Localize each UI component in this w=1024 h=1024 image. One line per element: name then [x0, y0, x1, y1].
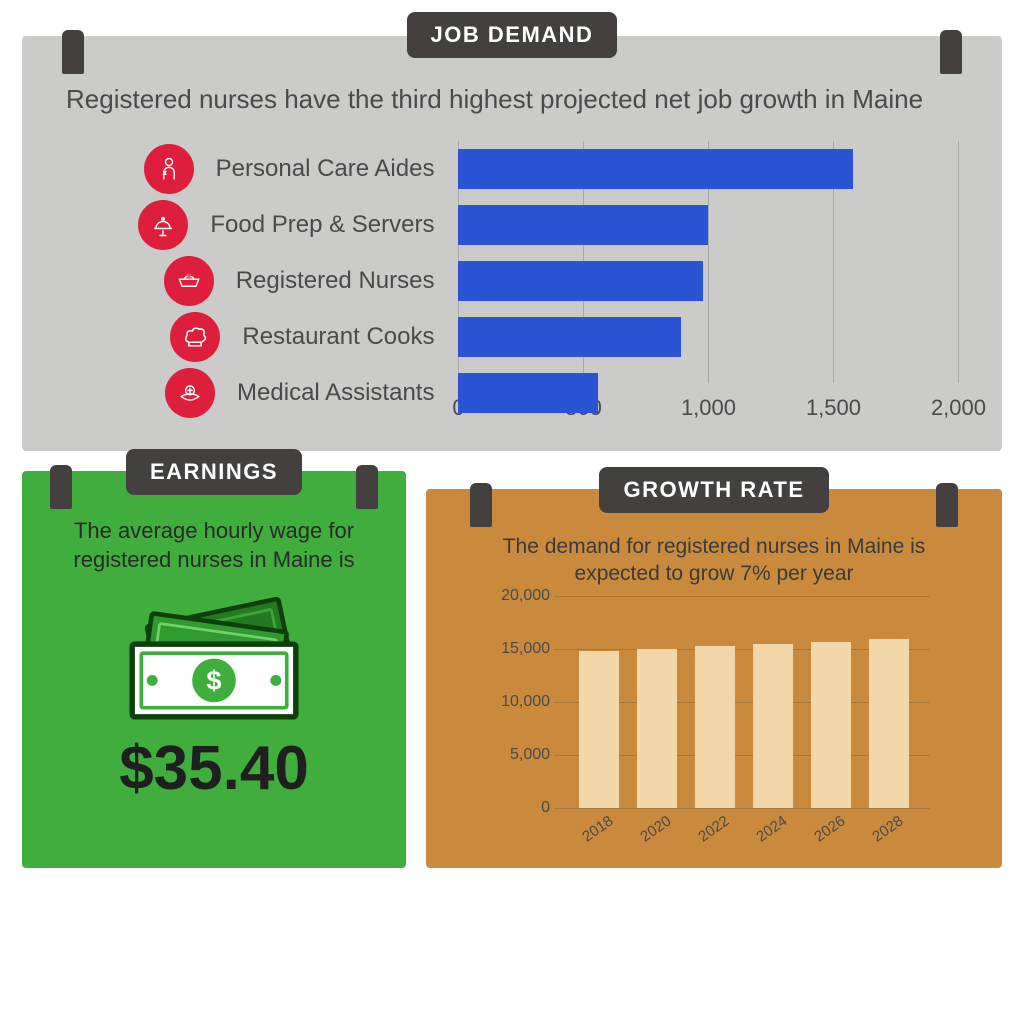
- chart-bar: [458, 317, 681, 357]
- clip-icon: [356, 465, 378, 509]
- job-demand-category-label: Restaurant Cooks: [242, 323, 434, 351]
- chart-y-tick: 10,000: [494, 693, 550, 711]
- growth-label: GROWTH RATE: [599, 467, 828, 513]
- money-bills-icon: $: [114, 590, 314, 725]
- medical-icon: [165, 368, 215, 418]
- chart-x-tick: 2018: [579, 812, 616, 845]
- earnings-panel: EARNINGS The average hourly wage for reg…: [22, 471, 406, 868]
- job-demand-row: Personal Care Aides: [66, 141, 458, 197]
- chef-hat-icon: [170, 312, 220, 362]
- chart-bar: [753, 644, 793, 807]
- chart-gridline: [958, 141, 959, 383]
- svg-text:$: $: [206, 665, 221, 696]
- job-demand-subtitle: Registered nurses have the third highest…: [66, 84, 958, 115]
- chart-x-tick: 2020: [637, 812, 674, 845]
- chart-x-tick: 2,000: [931, 395, 986, 421]
- chart-x-tick: 2028: [869, 812, 906, 845]
- chart-bar: [579, 651, 619, 808]
- chart-x-tick: 1,500: [806, 395, 861, 421]
- chart-bar: [869, 639, 909, 808]
- job-demand-category-label: Food Prep & Servers: [210, 211, 434, 239]
- chart-y-tick: 5,000: [494, 746, 550, 764]
- nurse-hat-icon: [164, 256, 214, 306]
- chart-y-tick: 0: [494, 799, 550, 817]
- chart-y-tick: 20,000: [494, 587, 550, 605]
- job-demand-row: Registered Nurses: [66, 253, 458, 309]
- chart-bar: [458, 373, 598, 413]
- chart-bar: [695, 646, 735, 807]
- clip-icon: [936, 483, 958, 527]
- growth-rate-chart: 05,00010,00015,00020,0002018202020222024…: [494, 596, 934, 856]
- job-demand-category-label: Medical Assistants: [237, 379, 434, 407]
- food-server-icon: [138, 200, 188, 250]
- job-demand-category-label: Registered Nurses: [236, 267, 435, 295]
- chart-bar: [811, 642, 851, 808]
- job-demand-category-label: Personal Care Aides: [216, 155, 435, 183]
- chart-y-tick: 15,000: [494, 640, 550, 658]
- chart-bar: [458, 205, 708, 245]
- chart-bar: [458, 149, 853, 189]
- job-demand-panel: Registered nurses have the third highest…: [22, 36, 1002, 451]
- job-demand-label: JOB DEMAND: [407, 12, 618, 58]
- growth-text: The demand for registered nurses in Main…: [454, 533, 974, 588]
- job-demand-row: Medical Assistants: [66, 365, 458, 421]
- chart-x-tick: 2024: [753, 812, 790, 845]
- chart-x-tick: 2022: [695, 812, 732, 845]
- chart-x-tick: 1,000: [681, 395, 736, 421]
- clip-icon: [62, 30, 84, 74]
- earnings-label: EARNINGS: [126, 449, 302, 495]
- earnings-wage: $35.40: [42, 733, 386, 804]
- growth-panel: GROWTH RATE The demand for registered nu…: [426, 489, 1002, 868]
- job-demand-category-list: Personal Care Aides Food Prep & Servers Re…: [66, 141, 458, 421]
- clip-icon: [470, 483, 492, 527]
- clip-icon: [50, 465, 72, 509]
- job-demand-row: Restaurant Cooks: [66, 309, 458, 365]
- chart-bar: [637, 649, 677, 808]
- job-demand-row: Food Prep & Servers: [66, 197, 458, 253]
- chart-gridline: [554, 596, 930, 597]
- chart-gridline: [554, 808, 930, 809]
- person-care-icon: [144, 144, 194, 194]
- job-demand-chart: 05001,0001,5002,000: [458, 141, 958, 421]
- earnings-text: The average hourly wage for registered n…: [42, 517, 386, 574]
- chart-bar: [458, 261, 703, 301]
- clip-icon: [940, 30, 962, 74]
- chart-x-tick: 2026: [811, 812, 848, 845]
